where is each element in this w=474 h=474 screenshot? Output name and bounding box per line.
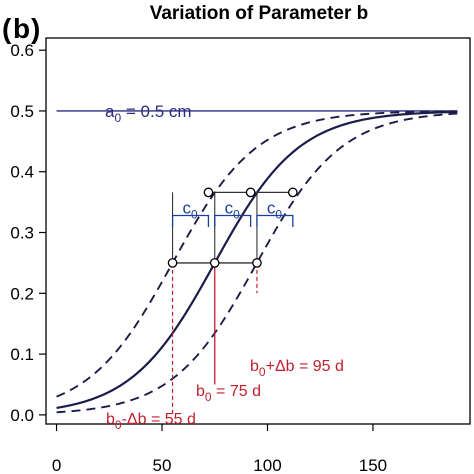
point-marker [209,258,220,268]
c0-label: c0 [267,198,283,221]
x-tick-label: 0 [52,456,61,474]
y-tick-label: 0.5 [10,102,34,121]
c0-label: c0 [182,198,198,221]
c0-label: c0 [225,198,241,221]
c0-bracket [214,214,252,228]
x-tick-label: 150 [359,456,387,474]
point-marker [287,187,298,198]
curve-line-3 [56,112,458,414]
panel-label-close: ) [31,13,40,44]
b-label-1: b0-Δb = 55 d [106,411,196,432]
x-tick-label: 50 [153,456,172,474]
point-marker [252,258,262,268]
y-tick-label: 0.4 [10,163,34,182]
plot-frame [45,37,471,425]
point-marker [245,187,256,198]
x-tick-label: 100 [253,456,281,474]
c0-bracket [256,214,294,228]
curve-line-1 [56,110,458,398]
asymptote-label: a0 = 0.5 cm [105,102,192,125]
y-tick-label: 0.3 [10,224,34,243]
b-label-3: b0+Δb = 95 d [250,358,344,379]
y-tick-label: 0.6 [10,41,34,60]
y-tick-label: 0.1 [10,345,34,364]
panel-label-open: ( [2,13,12,44]
b-label-2: b0 = 75 d [196,383,261,404]
chart-title: Variation of Parameter b [150,3,369,24]
point-marker [167,258,178,268]
panel-label-letter: b [13,13,30,44]
y-tick-label: 0.2 [10,284,34,303]
c0-bracket [171,214,210,228]
point-marker [203,187,214,198]
y-tick-label: 0.0 [10,406,34,425]
